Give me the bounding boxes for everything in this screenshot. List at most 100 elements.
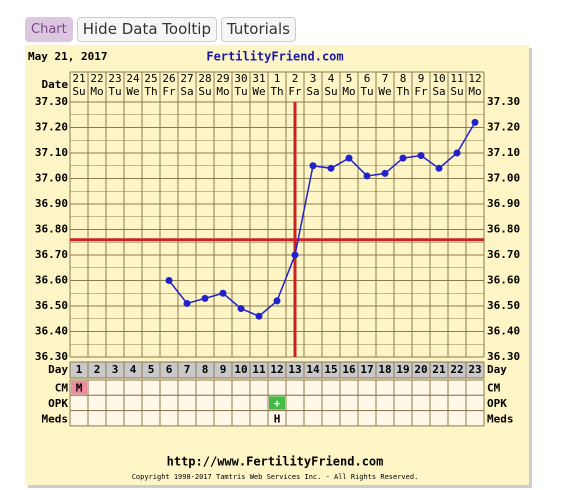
day-number: 16 bbox=[342, 363, 356, 376]
day-number: 19 bbox=[396, 363, 409, 376]
weekday-label: Su bbox=[72, 85, 85, 98]
weekday-label: Su bbox=[450, 85, 463, 98]
date-label: 1 bbox=[274, 72, 281, 85]
weekday-label: Th bbox=[144, 85, 157, 98]
temp-point bbox=[273, 297, 281, 305]
day-number: 17 bbox=[360, 363, 373, 376]
y-tick-label: 36.70 bbox=[35, 248, 68, 261]
y-tick-label: 36.60 bbox=[487, 274, 520, 287]
weekday-label: Sa bbox=[180, 85, 193, 98]
day-number: 23 bbox=[468, 363, 481, 376]
site: FertilityFriend.com bbox=[206, 50, 343, 64]
date-label: 22 bbox=[90, 72, 103, 85]
weekday-label: Fr bbox=[162, 85, 176, 98]
y-tick-label: 36.90 bbox=[487, 197, 520, 210]
date-label: 7 bbox=[382, 72, 389, 85]
temp-point bbox=[363, 172, 371, 180]
day-number: 15 bbox=[324, 363, 337, 376]
button[interactable]: Hide Data Tooltip bbox=[76, 17, 217, 42]
button[interactable]: Tutorials bbox=[221, 17, 296, 42]
row-label: OPK bbox=[48, 397, 68, 410]
y-tick-label: 37.20 bbox=[35, 121, 68, 134]
temp-point bbox=[327, 164, 335, 172]
y-tick-label: 37.00 bbox=[487, 172, 520, 185]
temp-point bbox=[165, 277, 173, 284]
y-tick-label: 36.30 bbox=[487, 350, 520, 363]
temp-point bbox=[471, 118, 479, 126]
row-label: CM bbox=[487, 382, 501, 395]
date-label: 6 bbox=[364, 72, 371, 85]
y-tick-label: 36.80 bbox=[487, 223, 520, 236]
date-label: 2 bbox=[292, 72, 299, 85]
weekday-label: We bbox=[378, 85, 391, 98]
y-tick-label: 37.00 bbox=[35, 172, 68, 185]
y-tick-label: 36.70 bbox=[487, 248, 520, 261]
temp-point bbox=[309, 162, 317, 170]
date-label: 4 bbox=[328, 72, 335, 85]
y-tick-label: 36.50 bbox=[487, 299, 520, 312]
date-label: 10 bbox=[432, 72, 445, 85]
weekday-label: Tu bbox=[108, 85, 121, 98]
row-mark-text: M bbox=[76, 382, 83, 395]
footer-url: http://www.FertilityFriend.com bbox=[167, 455, 384, 469]
toolbar: Chart Hide Data Tooltip Tutorials bbox=[25, 17, 296, 42]
temp-point bbox=[255, 312, 263, 320]
day-number: 21 bbox=[432, 363, 446, 376]
weekday-label: Mo bbox=[216, 85, 229, 98]
date-label: 9 bbox=[418, 72, 425, 85]
date-label: 23 bbox=[108, 72, 121, 85]
temp-point bbox=[435, 164, 443, 172]
y-tick-label: 37.30 bbox=[35, 95, 68, 108]
weekday-label: Mo bbox=[90, 85, 103, 98]
day-label: Day bbox=[487, 363, 507, 376]
date-label: 21 bbox=[72, 72, 85, 85]
date-label: Date bbox=[42, 78, 69, 91]
day-label: Day bbox=[48, 363, 68, 376]
date-label: 3 bbox=[310, 72, 317, 85]
day-number: 6 bbox=[166, 363, 173, 376]
date-label: 24 bbox=[126, 72, 140, 85]
day-number: 10 bbox=[234, 363, 247, 376]
date-label: 25 bbox=[144, 72, 157, 85]
row-label: CM bbox=[55, 382, 69, 395]
temp-point bbox=[399, 154, 407, 162]
button[interactable]: Chart bbox=[25, 17, 73, 42]
temp-point bbox=[237, 305, 245, 313]
day-number: 12 bbox=[270, 363, 283, 376]
copyright: Copyright 1998-2017 Tamtris Web Services… bbox=[132, 473, 419, 481]
temp-point bbox=[453, 149, 461, 157]
date-label: 27 bbox=[180, 72, 193, 85]
y-tick-label: 36.50 bbox=[35, 299, 68, 312]
day-number: 7 bbox=[184, 363, 191, 376]
y-tick-label: 36.90 bbox=[35, 197, 68, 210]
day-number: 20 bbox=[414, 363, 427, 376]
weekday-label: Su bbox=[324, 85, 337, 98]
y-tick-label: 36.80 bbox=[35, 223, 68, 236]
day-number: 1 bbox=[76, 363, 83, 376]
date-label: 28 bbox=[198, 72, 211, 85]
row-label: OPK bbox=[487, 397, 507, 410]
day-number: 14 bbox=[306, 363, 320, 376]
day-number: 22 bbox=[450, 363, 463, 376]
temp-point bbox=[219, 289, 227, 297]
y-tick-label: 37.30 bbox=[487, 95, 520, 108]
date-label: 31 bbox=[252, 72, 265, 85]
date-label: 5 bbox=[346, 72, 353, 85]
day-number: 8 bbox=[202, 363, 209, 376]
temp-point bbox=[291, 251, 299, 259]
weekday-label: We bbox=[252, 85, 265, 98]
temp-point bbox=[345, 154, 353, 162]
temp-point bbox=[201, 294, 209, 302]
weekday-label: Sa bbox=[432, 85, 445, 98]
weekday-label: Th bbox=[396, 85, 409, 98]
y-tick-label: 36.40 bbox=[35, 325, 68, 338]
row-mark-text: + bbox=[274, 397, 281, 410]
date-label: 12 bbox=[468, 72, 481, 85]
weekday-label: Tu bbox=[360, 85, 373, 98]
weekday-label: Mo bbox=[468, 85, 481, 98]
y-tick-label: 37.10 bbox=[35, 146, 68, 159]
weekday-label: Sa bbox=[306, 85, 319, 98]
day-number: 11 bbox=[252, 363, 266, 376]
